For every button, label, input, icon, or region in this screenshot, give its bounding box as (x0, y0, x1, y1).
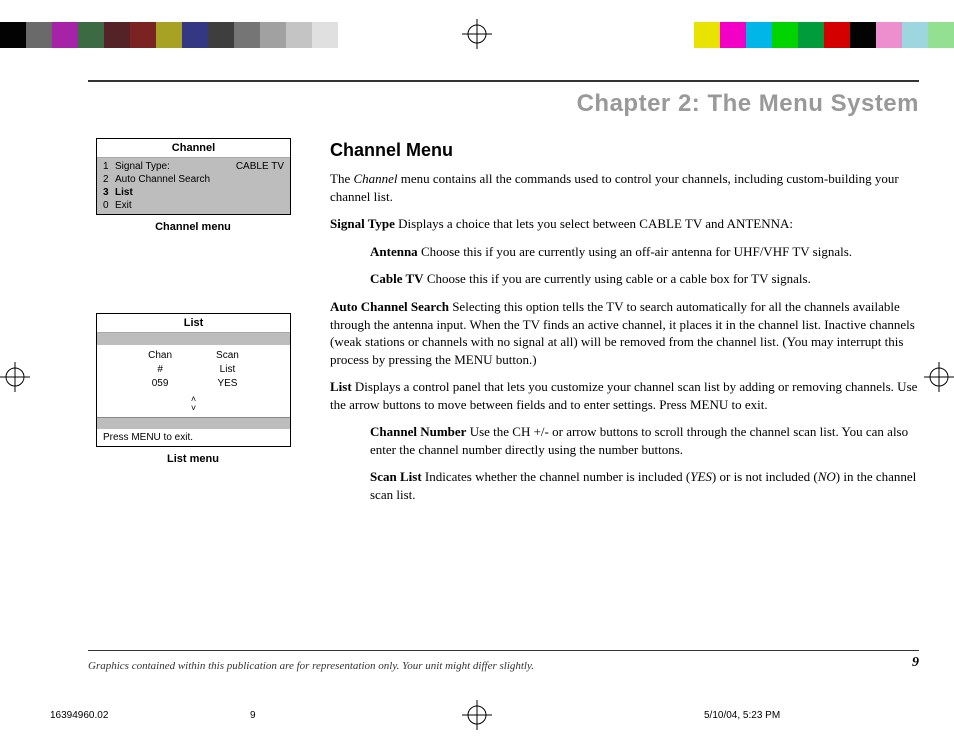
top-rule (88, 80, 919, 82)
color-bar-right (694, 22, 954, 48)
meta-bar: 16394960.02 9 5/10/04, 5:23 PM (50, 710, 904, 721)
channel-menu-caption: Channel menu (88, 221, 298, 233)
chnum-para: Channel Number Use the CH +/- or arrow b… (370, 423, 919, 458)
cable-para: Cable TV Choose this if you are currentl… (370, 270, 919, 288)
list-grey-row (97, 417, 290, 429)
intro-para: The Channel menu contains all the comman… (330, 170, 919, 205)
channel-menu-title: Channel (97, 139, 290, 158)
menu-item: 1Signal Type:CABLE TV (101, 160, 286, 173)
list-menu-title: List (97, 314, 290, 333)
page-number: 9 (912, 655, 919, 671)
color-bar-left (0, 22, 338, 48)
body-text: Channel Menu The Channel menu contains a… (330, 138, 919, 514)
channel-menu-box: Channel 1Signal Type:CABLE TV 2Auto Chan… (96, 138, 291, 215)
list-menu-body: Chan # 059 Scan List YES ˄˅ Press MENU t… (97, 333, 290, 446)
meta-date: 5/10/04, 5:23 PM (704, 710, 904, 721)
list-table: Chan # 059 Scan List YES (97, 345, 290, 395)
list-col-scan: Scan List YES (216, 349, 239, 391)
meta-page: 9 (250, 710, 704, 721)
section-heading: Channel Menu (330, 138, 919, 162)
page-content: Chapter 2: The Menu System Channel 1Sign… (88, 80, 919, 514)
list-footer: Press MENU to exit. (97, 429, 290, 446)
signal-type-para: Signal Type Displays a choice that lets … (330, 215, 919, 233)
antenna-para: Antenna Choose this if you are currently… (370, 243, 919, 261)
registration-mark-right (924, 362, 954, 392)
list-menu-caption: List menu (88, 453, 298, 465)
menu-item-selected: 3List (101, 186, 286, 199)
list-menu-box: List Chan # 059 Scan List YES (96, 313, 291, 447)
footnote: Graphics contained within this publicati… (88, 660, 534, 672)
channel-menu-body: 1Signal Type:CABLE TV 2Auto Channel Sear… (97, 158, 290, 214)
menu-item: 0Exit (101, 199, 286, 212)
main-columns: Channel 1Signal Type:CABLE TV 2Auto Chan… (88, 138, 919, 514)
meta-doc-id: 16394960.02 (50, 710, 250, 721)
list-arrows: ˄˅ (97, 395, 290, 417)
list-col-chan: Chan # 059 (148, 349, 172, 391)
bottom-rule (88, 650, 919, 651)
scan-para: Scan List Indicates whether the channel … (370, 468, 919, 503)
sidebar: Channel 1Signal Type:CABLE TV 2Auto Chan… (88, 138, 298, 514)
chapter-title: Chapter 2: The Menu System (88, 90, 919, 118)
menu-item: 2Auto Channel Search (101, 173, 286, 186)
registration-mark-top (462, 19, 492, 49)
registration-mark-left (0, 362, 30, 392)
list-grey-row (97, 333, 290, 345)
acs-para: Auto Channel Search Selecting this optio… (330, 298, 919, 368)
list-para: List Displays a control panel that lets … (330, 378, 919, 413)
